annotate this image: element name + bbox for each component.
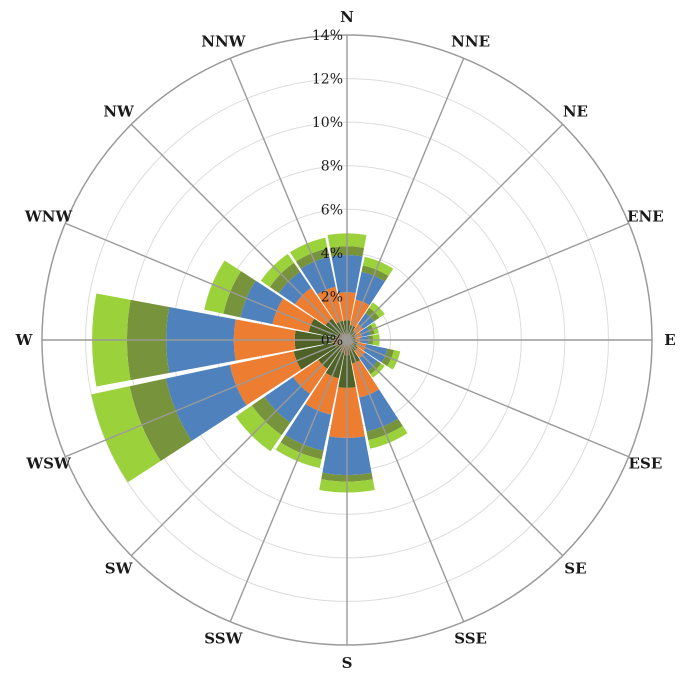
petal-ssw-seg-4 [285,403,332,451]
petal-nne-seg-4 [355,271,385,306]
direction-label-n: N [340,8,354,26]
petal-nnw-seg-4 [300,256,336,295]
direction-label-w: W [15,331,34,349]
radial-tick-label-4: 4% [321,246,343,262]
petal-wsw-seg-6 [91,386,161,483]
spoke-sse [346,339,465,623]
petal-wnw-seg-5 [223,271,256,318]
direction-label-ne: NE [563,103,588,121]
direction-label-wnw: WNW [24,207,74,225]
direction-label-ssw: SSW [204,629,243,647]
petal-wsw-seg-4 [165,364,247,441]
bars-layer [91,233,408,493]
direction-label-ene: ENE [627,207,664,225]
radial-tick-label-12: 12% [312,72,343,88]
direction-label-sw: SW [105,559,134,577]
direction-label-s: S [342,654,353,672]
spoke-wnw [64,222,348,341]
spoke-se [346,339,564,557]
spoke-ne [346,123,564,341]
petal-wnw-seg-4 [240,280,284,325]
radial-tick-label-14: 14% [312,28,343,44]
spoke-nw [130,123,348,341]
petal-wsw-seg-5 [129,378,192,462]
petal-wnw-seg-3 [272,298,315,332]
spoke-ssw [229,339,348,623]
radial-tick-label-6: 6% [321,202,343,218]
spoke-wsw [64,339,348,458]
radial-tick-label-8: 8% [321,159,343,175]
direction-label-ese: ESE [629,455,663,473]
direction-label-e: E [664,331,675,349]
petal-wnw-seg-6 [204,260,242,314]
petal-nnw-seg-6 [290,237,328,262]
petal-ssw-seg-3 [305,372,339,415]
spoke-layer [42,35,652,645]
radial-tick-label-10: 10% [312,115,343,131]
direction-label-nnw: NNW [201,33,246,51]
direction-label-nw: NW [103,103,135,121]
direction-label-se: SE [564,559,586,577]
radial-tick-label-2: 2% [321,289,343,305]
spoke-nnw [229,57,348,341]
spoke-sw [130,339,348,557]
spoke-ene [346,222,630,341]
labels-layer: N NNE NE ENE E ESE SE SSE S SSW SW WSW W WNW NW NNW 0% 2%… [15,8,676,672]
petal-sse-seg-4 [359,389,399,432]
direction-label-nne: NNE [451,33,490,51]
petal-wsw-seg-3 [229,351,302,406]
direction-label-wsw: WSW [25,455,72,473]
spoke-nne [346,57,465,341]
direction-label-sse: SSE [454,629,487,647]
radial-tick-label-0: 0% [321,333,343,349]
spoke-ese [346,339,630,458]
